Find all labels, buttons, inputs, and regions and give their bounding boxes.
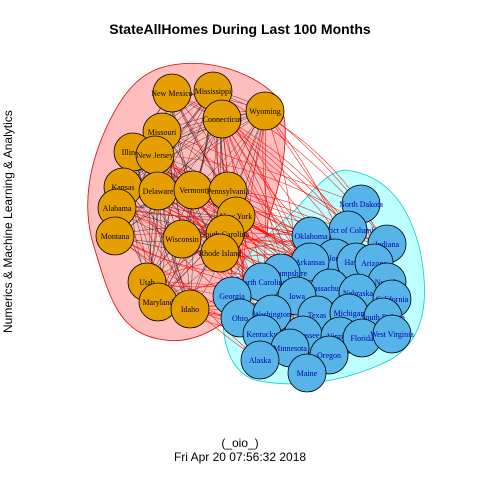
- node-label-new-hampshire: New Hampshire: [255, 269, 308, 278]
- node-label-maine: Maine: [297, 369, 318, 378]
- node-label-alaska: Alaska: [249, 356, 272, 365]
- node-label-pennsylvania: Pennsylvania: [207, 187, 250, 196]
- node-label-west-virginia: West Virginia: [370, 330, 414, 339]
- node-label-idaho: Idaho: [181, 305, 199, 314]
- node-circle-montana: [95, 216, 135, 256]
- node-label-district-of-columbia: District of Columbia: [315, 226, 382, 235]
- node-label-arkansas: Arkansas: [295, 258, 325, 267]
- node-label-connecticut: Connecticut: [203, 115, 242, 124]
- node-label-illinois: Illinois: [122, 148, 145, 157]
- node-label-virginia: Virginia: [327, 332, 353, 341]
- node-circle-wisconsin: [162, 219, 202, 259]
- node-label-wyoming: Wyoming: [249, 107, 281, 116]
- node-label-minnesota: Minnesota: [273, 344, 307, 353]
- node-label-oklahoma: Oklahoma: [294, 232, 328, 241]
- node-new-jersey: New Jersey: [135, 135, 175, 175]
- node-label-new-jersey: New Jersey: [136, 151, 173, 160]
- node-label-new-york: New York: [220, 212, 252, 221]
- node-connecticut: Connecticut: [202, 99, 242, 139]
- node-label-ohio: Ohio: [232, 314, 248, 323]
- node-label-colorado: Colorado: [320, 254, 350, 263]
- node-label-florida: Florida: [350, 334, 374, 343]
- node-label-delaware: Delaware: [143, 187, 174, 196]
- node-rhode-island: Rhode Island: [199, 233, 241, 273]
- edge-wyoming-minnesota: [264, 110, 296, 349]
- node-label-washington: Washington: [253, 310, 291, 319]
- node-circle-rhode-island: [200, 233, 240, 273]
- node-arkansas: Arkansas: [290, 242, 330, 282]
- edge-wyoming-indiana: [264, 110, 388, 245]
- node-maine: Maine: [287, 353, 327, 393]
- edge-mississippi-north-dakota: [212, 90, 362, 205]
- node-circle-wyoming: [245, 91, 285, 131]
- node-label-kentucky: Kentucky: [246, 330, 277, 339]
- chart-title: StateAllHomes During Last 100 Months: [109, 21, 371, 37]
- node-idaho: Idaho: [170, 289, 210, 329]
- node-alaska: Alaska: [240, 340, 280, 380]
- footer-signature: (_oio_): [221, 436, 259, 450]
- node-label-georgia: Georgia: [219, 292, 245, 301]
- node-circle-new-mexico: [152, 73, 192, 113]
- node-label-alabama: Alabama: [103, 204, 132, 213]
- node-label-iowa: Iowa: [289, 292, 305, 301]
- footer-timestamp: Fri Apr 20 07:56:32 2018: [173, 450, 307, 464]
- node-circle-connecticut: [202, 99, 242, 139]
- node-label-california: California: [376, 295, 409, 304]
- node-label-rhode-island: Rhode Island: [199, 249, 241, 258]
- node-wyoming: Wyoming: [245, 91, 285, 131]
- node-delaware: Delaware: [138, 171, 178, 211]
- node-label-kansas: Kansas: [111, 183, 134, 192]
- node-label-missouri: Missouri: [148, 128, 177, 137]
- node-circle-west-virginia: [372, 314, 412, 354]
- node-circle-maine: [287, 353, 327, 393]
- node-layer: New Mexico Mississippi Wyoming Missouri Conn…: [95, 71, 414, 393]
- node-label-wisconsin: Wisconsin: [165, 235, 198, 244]
- node-label-maryland: Maryland: [142, 298, 173, 307]
- node-circle-alaska: [240, 340, 280, 380]
- node-label-indiana: Indiana: [375, 240, 399, 249]
- node-label-montana: Montana: [101, 232, 130, 241]
- node-label-north-dakota: North Dakota: [339, 200, 383, 209]
- node-west-virginia: West Virginia: [370, 314, 414, 354]
- node-montana: Montana: [95, 216, 135, 256]
- node-label-vermont: Vermont: [179, 186, 207, 195]
- node-label-mississippi: Mississippi: [195, 87, 232, 96]
- node-label-michigan: Michigan: [334, 309, 365, 318]
- node-label-new-mexico: New Mexico: [151, 89, 193, 98]
- node-maryland: Maryland: [138, 282, 178, 322]
- node-label-oregon: Oregon: [317, 351, 341, 360]
- node-label-massachusetts: Massachusetts: [307, 284, 353, 293]
- node-new-mexico: New Mexico: [151, 73, 193, 113]
- node-label-nebraska: Nebraska: [343, 289, 374, 298]
- edge-missouri-north-dakota: [161, 131, 362, 205]
- node-label-arizona: Arizona: [361, 259, 387, 268]
- node-label-texas: Texas: [308, 311, 327, 320]
- node-wisconsin: Wisconsin: [162, 219, 202, 259]
- node-label-north-carolina: North Carolina: [238, 278, 287, 287]
- node-circle-idaho: [170, 289, 210, 329]
- node-label-utah: Utah: [139, 278, 155, 287]
